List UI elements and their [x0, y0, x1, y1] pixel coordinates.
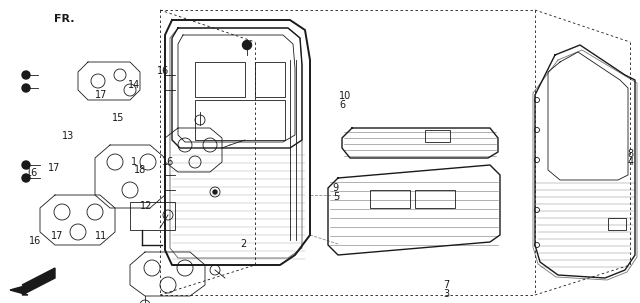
- Text: 16: 16: [162, 157, 174, 167]
- Bar: [195, 62, 245, 97]
- Text: 10: 10: [339, 91, 351, 101]
- Text: 7: 7: [443, 280, 449, 291]
- Text: 9: 9: [333, 183, 339, 194]
- Bar: [415, 190, 455, 208]
- Text: 15: 15: [112, 112, 124, 123]
- Text: 16: 16: [157, 65, 169, 76]
- Text: 12: 12: [140, 201, 152, 211]
- Text: 11: 11: [95, 231, 107, 241]
- Bar: [195, 100, 285, 140]
- Polygon shape: [10, 268, 55, 295]
- Text: 1: 1: [131, 157, 138, 167]
- Bar: [370, 190, 410, 208]
- Circle shape: [243, 41, 252, 49]
- Text: 17: 17: [48, 163, 60, 173]
- Text: 14: 14: [128, 80, 140, 90]
- Text: 18: 18: [134, 165, 147, 175]
- Text: 6: 6: [339, 99, 346, 110]
- Text: 3: 3: [443, 289, 449, 299]
- Text: 13: 13: [62, 131, 74, 141]
- Text: 16: 16: [26, 168, 38, 178]
- Bar: [130, 202, 175, 230]
- Text: 2: 2: [240, 239, 246, 249]
- Circle shape: [22, 161, 30, 169]
- Circle shape: [22, 84, 30, 92]
- Circle shape: [213, 190, 217, 194]
- Text: FR.: FR.: [54, 14, 75, 24]
- Text: 16: 16: [29, 236, 41, 246]
- Bar: [255, 62, 285, 97]
- Circle shape: [22, 71, 30, 79]
- Bar: [425, 130, 450, 142]
- Text: 4: 4: [627, 157, 634, 167]
- Text: 5: 5: [333, 192, 339, 202]
- Text: 17: 17: [95, 90, 107, 100]
- Circle shape: [22, 174, 30, 182]
- Text: 17: 17: [51, 231, 63, 241]
- Bar: [608, 218, 626, 230]
- Text: 8: 8: [627, 149, 634, 159]
